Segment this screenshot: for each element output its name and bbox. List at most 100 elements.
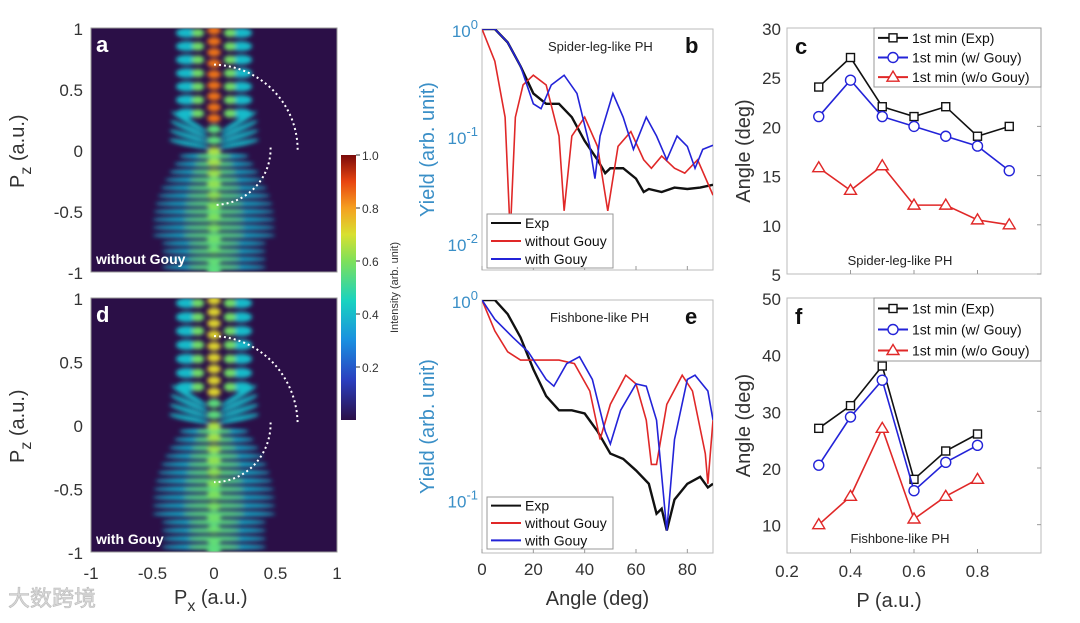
side-blob	[223, 298, 237, 308]
panel-label: f	[795, 304, 803, 329]
center-blob	[207, 398, 221, 408]
heatmap-annotation: without Gouy	[95, 251, 186, 267]
circle-marker	[971, 140, 984, 152]
y-tick-label: 1	[74, 20, 83, 39]
panel-title: Spider-leg-like PH	[548, 39, 653, 54]
side-blob	[229, 325, 253, 337]
side-blob	[229, 381, 253, 392]
square-marker	[909, 111, 919, 122]
side-blob	[223, 55, 237, 64]
center-blob	[207, 353, 221, 363]
side-blob	[175, 298, 199, 309]
triangle-marker	[1002, 217, 1017, 230]
series-line-exp	[482, 300, 713, 531]
x-tick-label: 0.8	[966, 562, 990, 581]
center-blob	[207, 444, 221, 454]
panel-annotation: Spider-leg-like PH	[848, 253, 953, 268]
triangle-marker	[906, 197, 922, 210]
center-blob	[207, 376, 221, 385]
side-blob	[223, 382, 237, 392]
center-blob	[207, 478, 221, 488]
circle-marker	[876, 110, 888, 123]
series-circle	[813, 74, 1015, 177]
y-tick-label: -1	[68, 544, 83, 563]
center-blob	[207, 364, 221, 374]
circle-marker	[940, 456, 952, 469]
y-axis-label: Yield (arb. unit)	[417, 359, 439, 494]
dashed-arc-lower	[213, 422, 272, 484]
plot-frame	[90, 297, 338, 553]
y-tick-label: 30	[762, 20, 781, 39]
dashed-arc-lower	[213, 147, 272, 206]
circle-marker	[813, 459, 825, 471]
fan-lobe	[218, 404, 259, 418]
square-marker	[941, 102, 951, 112]
side-blob	[229, 68, 253, 79]
panel-label: d	[96, 302, 109, 327]
colorbar-tick-label: 0.2	[362, 361, 379, 375]
y-tick-label: 15	[762, 168, 781, 187]
side-blob	[175, 311, 199, 323]
side-blob	[191, 354, 205, 364]
x-tick-label: 1	[332, 564, 341, 583]
side-blob	[175, 353, 199, 365]
triangle-marker	[843, 182, 858, 196]
legend-label: Exp	[525, 498, 549, 514]
center-blob	[207, 341, 221, 351]
colorbar-tick-label: 1.0	[362, 149, 379, 163]
legend: 1st min (Exp) 1st min (w/ Gouy) 1st min (w…	[873, 297, 1042, 362]
y-tick-label: 20	[762, 460, 781, 479]
center-blob	[207, 28, 221, 35]
center-blob	[207, 256, 221, 266]
legend-label: 1st min (w/o Gouy)	[912, 69, 1029, 85]
square-marker	[972, 131, 983, 141]
side-blob	[175, 108, 199, 119]
series-triangle	[811, 158, 1017, 230]
side-blob	[229, 311, 253, 323]
y-tick-label: 10-1	[448, 488, 478, 512]
side-blob	[229, 108, 253, 119]
y-tick-label: 10-2	[448, 231, 478, 255]
fan-lobe	[169, 404, 210, 418]
fan-lobe	[170, 120, 209, 139]
dashed-arc-upper	[213, 63, 299, 151]
side-blob	[175, 381, 199, 392]
x-tick-label: 20	[524, 560, 543, 579]
side-blob	[191, 109, 205, 118]
center-blob	[207, 37, 221, 46]
y-tick-label: 10	[762, 517, 781, 536]
center-blob	[207, 330, 221, 340]
legend-label: 1st min (w/o Gouy)	[912, 343, 1029, 359]
center-blob	[207, 59, 221, 68]
series-line-without-gouy	[482, 300, 713, 484]
square-marker	[845, 400, 856, 411]
center-blob	[207, 223, 221, 233]
series-line-with-gouy	[482, 29, 713, 179]
x-tick-label: -0.5	[138, 564, 167, 583]
triangle-marker	[843, 488, 858, 502]
fan-lobe	[219, 394, 258, 413]
y-tick-label: 5	[772, 266, 781, 285]
center-blob	[207, 201, 221, 211]
legend-label: 1st min (w/ Gouy)	[912, 322, 1022, 338]
side-blob	[223, 312, 237, 322]
fishbone-lobe	[187, 519, 241, 525]
series-line	[818, 364, 978, 481]
center-blob	[207, 307, 221, 317]
circle-marker	[813, 110, 825, 123]
side-blob	[175, 95, 199, 105]
side-blob	[191, 28, 205, 38]
series-line-exp	[482, 29, 713, 194]
heatmap-d	[91, 298, 337, 552]
side-blob	[223, 68, 237, 78]
legend: 1st min (Exp) 1st min (w/ Gouy) 1st min (w…	[873, 27, 1042, 88]
side-blob	[223, 354, 237, 364]
triangle-marker	[906, 511, 922, 524]
colorbar-tick-label: 0.8	[362, 202, 379, 216]
y-tick-label: 30	[762, 403, 781, 422]
circle-marker	[908, 120, 920, 133]
fishbone-lobe	[196, 428, 232, 434]
y-axis-label: Pz (a.u.)	[7, 114, 35, 188]
legend-label: 1st min (Exp)	[912, 30, 994, 46]
center-blob	[207, 501, 221, 511]
